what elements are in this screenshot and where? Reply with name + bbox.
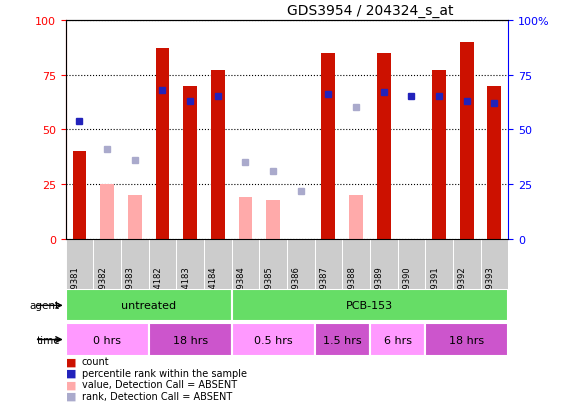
Text: percentile rank within the sample: percentile rank within the sample bbox=[82, 368, 247, 378]
Bar bbox=[488, 86, 501, 240]
Bar bbox=[239, 198, 252, 240]
Text: value, Detection Call = ABSENT: value, Detection Call = ABSENT bbox=[82, 380, 237, 389]
Text: ■: ■ bbox=[66, 391, 76, 401]
Text: untreated: untreated bbox=[121, 301, 176, 311]
Text: 1.5 hrs: 1.5 hrs bbox=[323, 335, 361, 345]
Text: agent: agent bbox=[30, 301, 60, 311]
Bar bbox=[370, 323, 425, 356]
Text: ■: ■ bbox=[66, 368, 76, 378]
Text: 0 hrs: 0 hrs bbox=[93, 335, 121, 345]
Bar bbox=[100, 185, 114, 240]
Bar bbox=[377, 54, 391, 240]
Bar bbox=[66, 323, 148, 356]
Bar bbox=[73, 152, 86, 240]
Bar bbox=[155, 49, 170, 240]
Bar bbox=[232, 290, 508, 321]
Bar bbox=[66, 290, 232, 321]
Text: rank, Detection Call = ABSENT: rank, Detection Call = ABSENT bbox=[82, 391, 232, 401]
Bar bbox=[232, 323, 315, 356]
Bar bbox=[266, 200, 280, 240]
Bar bbox=[148, 323, 232, 356]
Bar bbox=[315, 323, 370, 356]
Bar bbox=[211, 71, 225, 240]
Text: 6 hrs: 6 hrs bbox=[384, 335, 412, 345]
Text: 0.5 hrs: 0.5 hrs bbox=[254, 335, 292, 345]
Text: GDS3954 / 204324_s_at: GDS3954 / 204324_s_at bbox=[287, 4, 453, 18]
Text: time: time bbox=[37, 335, 60, 345]
Text: ■: ■ bbox=[66, 380, 76, 389]
Text: 18 hrs: 18 hrs bbox=[172, 335, 208, 345]
Bar bbox=[183, 86, 197, 240]
Bar bbox=[128, 196, 142, 240]
Bar bbox=[321, 54, 335, 240]
Text: 18 hrs: 18 hrs bbox=[449, 335, 484, 345]
Text: PCB-153: PCB-153 bbox=[347, 301, 393, 311]
Bar bbox=[432, 71, 446, 240]
Bar bbox=[425, 323, 508, 356]
Bar bbox=[460, 43, 473, 240]
Text: count: count bbox=[82, 356, 109, 366]
Text: ■: ■ bbox=[66, 356, 76, 366]
Bar bbox=[349, 196, 363, 240]
